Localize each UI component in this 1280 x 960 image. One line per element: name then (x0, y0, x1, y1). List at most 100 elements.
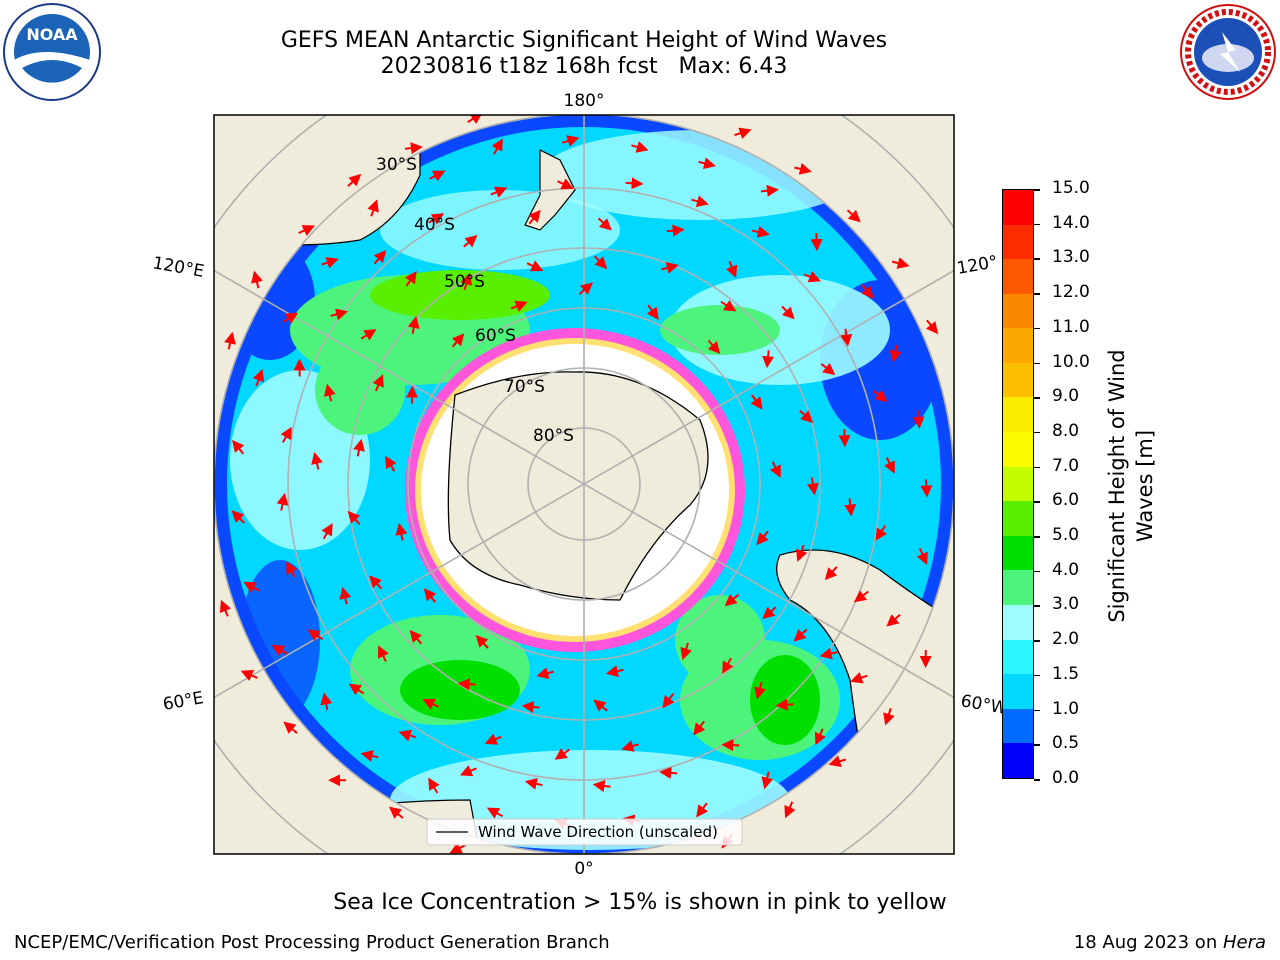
wind-wave-arrow (407, 316, 420, 334)
wind-wave-arrow (348, 683, 365, 696)
wind-wave-arrow (360, 750, 379, 762)
colorbar-tick (1034, 362, 1040, 365)
colorbar-tick (1034, 605, 1040, 607)
wind-wave-arrow (889, 344, 902, 363)
wind-wave-arrow (662, 693, 675, 709)
wind-wave-arrow (524, 777, 543, 790)
wind-wave-arrow (510, 300, 528, 312)
wind-wave-arrow (838, 429, 851, 448)
colorbar-band (1003, 259, 1033, 294)
wind-wave-arrow (886, 614, 901, 627)
wind-wave-arrow (724, 593, 740, 607)
colorbar-band (1003, 570, 1033, 606)
wind-wave-arrow (925, 319, 939, 335)
wind-wave-arrow (298, 225, 315, 236)
wind-wave-arrow (423, 588, 437, 603)
colorbar-tick (1034, 536, 1040, 538)
wind-wave-arrow (840, 328, 853, 347)
colorbar-tick-label: 15.0 (1052, 178, 1090, 198)
wind-wave-arrow (646, 304, 659, 320)
wind-wave-arrow (251, 270, 263, 289)
wind-wave-arrow (794, 163, 812, 175)
wind-wave-arrow (428, 777, 440, 794)
wind-wave-arrow (347, 173, 362, 187)
wind-wave-arrow (853, 590, 869, 603)
colorbar-tick (1034, 674, 1040, 677)
wind-wave-arrow (475, 634, 489, 649)
wind-wave-arrow (769, 461, 781, 478)
wind-wave-arrow (726, 260, 738, 278)
colorbar-tick-label: 14.0 (1052, 212, 1090, 233)
footer-credit: NCEP/EMC/Verification Post Processing Pr… (14, 932, 610, 953)
nws-logo (1180, 4, 1276, 100)
wind-wave-arrow (784, 801, 796, 819)
footer-machine: Hera (1222, 932, 1266, 953)
wind-wave-arrow (528, 209, 541, 225)
wind-wave-arrow (720, 299, 737, 312)
wind-wave-arrow (666, 224, 685, 237)
colorbar-tick (1034, 258, 1040, 260)
wind-wave-arrow (593, 255, 608, 270)
colorbar-tick (1034, 189, 1040, 191)
colorbar-tick (1034, 293, 1040, 295)
wind-wave-arrow (828, 755, 846, 767)
lat-label-30s: 30°S (376, 155, 417, 175)
wind-wave-arrow (861, 284, 874, 299)
wind-wave-arrow (422, 698, 440, 710)
colorbar-tick-label: 9.0 (1052, 386, 1080, 407)
colorbar-tick (1034, 397, 1040, 399)
wind-wave-arrow (395, 522, 408, 541)
colorbar-tick-label: 7.0 (1052, 455, 1080, 476)
wind-wave-arrow (339, 586, 352, 605)
colorbar-band (1003, 466, 1033, 502)
wind-wave-arrow (486, 807, 504, 819)
wind-wave-arrow (659, 766, 678, 779)
wind-wave-arrow (696, 802, 709, 818)
wind-wave-arrow (323, 383, 336, 402)
wind-wave-arrow (799, 409, 814, 423)
wind-wave-arrow (377, 645, 389, 662)
wind-wave-arrow (428, 170, 446, 182)
wind-wave-arrow (231, 510, 245, 524)
colorbar-title: Significant Height of Wind Waves [m] (1103, 326, 1159, 646)
wind-wave-arrow (463, 234, 478, 248)
wind-wave-arrow (760, 184, 779, 197)
wind-wave-arrow (536, 667, 554, 679)
wind-wave-arrow (311, 451, 323, 470)
colorbar-tick (1034, 223, 1040, 226)
wind-wave-arrows (219, 115, 939, 854)
wind-wave-arrow (557, 178, 574, 190)
wind-wave-arrow (467, 115, 483, 124)
wind-wave-arrow (605, 665, 624, 677)
wind-wave-arrow (762, 606, 777, 620)
wind-wave-arrow (409, 629, 423, 645)
wind-wave-arrow (631, 141, 649, 153)
wind-wave-arrow (491, 138, 503, 155)
wind-wave-arrow (722, 657, 734, 674)
colorbar-tick-label: 2.0 (1052, 629, 1080, 650)
colorbar-tick (1034, 501, 1040, 503)
wind-wave-arrow (404, 271, 417, 287)
lon-label-120w: 120° (955, 252, 999, 279)
colorbar-tick (1034, 744, 1040, 746)
colorbar-bands (1003, 189, 1033, 778)
wind-wave-arrow (884, 457, 895, 474)
colorbar-band (1003, 639, 1033, 675)
legend-label: Wind Wave Direction (unscaled) (478, 823, 718, 841)
wind-wave-arrow (578, 282, 594, 295)
map-frame (213, 114, 955, 855)
wind-wave-arrow (321, 523, 333, 540)
wind-wave-arrow (330, 308, 349, 321)
colorbar-title-line1: Significant Height of Wind (1105, 349, 1129, 623)
wind-wave-arrow (373, 250, 387, 265)
wind-wave-arrow (592, 780, 611, 792)
wind-wave-arrow (369, 575, 383, 590)
noaa-logo-text: NOAA (26, 25, 78, 44)
wind-wave-arrow (460, 272, 473, 291)
wind-wave-arrow (781, 305, 795, 320)
wind-wave-arrow (872, 389, 888, 403)
wind-wave-arrow (372, 374, 384, 392)
wind-wave-arrow (912, 410, 925, 429)
wind-wave-arrow (754, 681, 766, 700)
wind-wave-arrow (561, 135, 580, 147)
